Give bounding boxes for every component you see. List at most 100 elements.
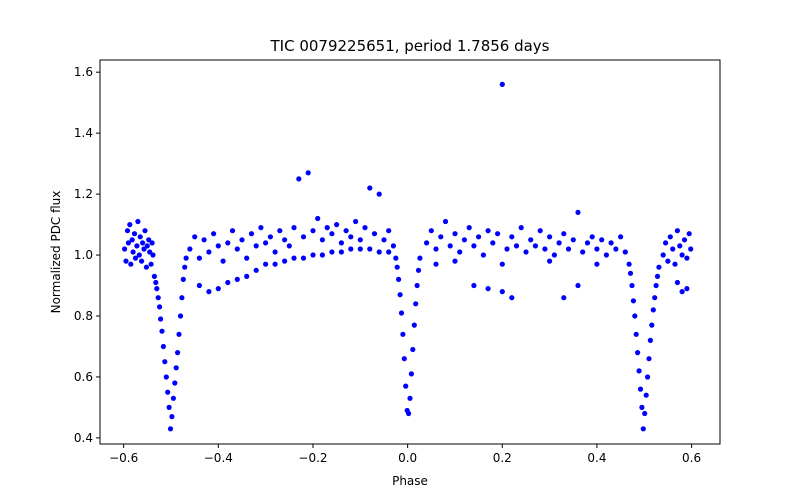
data-point — [650, 307, 656, 313]
data-point — [672, 261, 678, 267]
data-point — [244, 273, 250, 279]
data-point — [367, 185, 373, 191]
data-point — [187, 246, 193, 252]
data-point — [206, 289, 212, 295]
data-point — [137, 234, 143, 240]
data-point — [170, 395, 176, 401]
data-point — [386, 228, 392, 234]
data-point — [471, 282, 477, 289]
data-point — [626, 261, 632, 267]
data-point — [196, 255, 202, 261]
data-point — [282, 237, 288, 243]
data-point — [139, 258, 145, 264]
plot-area-frame — [99, 59, 721, 445]
data-point — [183, 255, 189, 261]
x-axis-label: Phase — [392, 474, 428, 488]
data-point — [338, 249, 344, 255]
data-point — [140, 240, 146, 246]
data-point — [656, 264, 662, 270]
data-point — [635, 350, 641, 356]
chart-title: TIC 0079225651, period 1.7856 days — [269, 37, 549, 55]
data-point — [163, 374, 169, 380]
data-point — [263, 261, 269, 267]
data-point — [343, 228, 349, 234]
data-point — [165, 389, 171, 395]
data-point — [398, 310, 405, 316]
data-point — [647, 337, 654, 343]
data-point — [182, 264, 188, 270]
data-point — [177, 313, 184, 319]
x-tick-label: 0.6 — [682, 451, 701, 465]
data-point — [334, 222, 340, 228]
data-point — [518, 225, 524, 231]
data-point — [688, 246, 694, 252]
data-point — [485, 228, 491, 234]
x-tick-label: 0.0 — [398, 451, 417, 465]
data-point — [547, 234, 553, 240]
data-point — [403, 383, 409, 389]
data-point — [411, 322, 417, 328]
data-point — [681, 237, 688, 243]
data-point — [438, 234, 444, 240]
data-point — [408, 371, 414, 377]
data-point — [157, 304, 163, 310]
data-point — [146, 237, 152, 243]
data-point — [381, 237, 387, 243]
data-point — [433, 246, 439, 252]
data-point — [523, 249, 529, 255]
data-point — [129, 237, 135, 243]
data-point — [291, 255, 297, 261]
data-point — [637, 386, 644, 392]
data-point — [447, 243, 453, 249]
data-point — [636, 368, 642, 374]
data-point — [528, 237, 534, 243]
data-point — [305, 170, 311, 176]
data-point — [622, 249, 628, 255]
data-point — [215, 243, 221, 249]
data-point — [291, 225, 297, 231]
data-point — [144, 243, 150, 249]
data-point — [466, 225, 472, 231]
data-point — [180, 276, 186, 282]
data-point — [135, 218, 141, 225]
data-point — [396, 276, 402, 282]
data-point — [310, 252, 316, 258]
data-point — [509, 295, 515, 301]
data-point — [653, 282, 659, 289]
data-point — [172, 380, 178, 386]
data-point — [338, 240, 344, 246]
data-point — [310, 228, 316, 234]
y-axis-label: Normalized PDC flux — [49, 191, 63, 314]
data-point — [584, 240, 591, 246]
data-point — [357, 246, 363, 252]
data-point — [415, 267, 422, 273]
data-point — [667, 234, 673, 240]
data-point — [127, 222, 133, 228]
data-point — [319, 237, 325, 243]
data-point — [406, 410, 412, 417]
data-point — [300, 255, 307, 261]
data-point — [499, 289, 505, 295]
data-point — [315, 215, 321, 222]
data-point — [627, 270, 634, 276]
data-point — [220, 258, 226, 264]
data-point — [401, 356, 407, 362]
data-point — [532, 243, 539, 249]
data-point — [162, 359, 168, 365]
x-tick-label: −0.6 — [109, 451, 138, 465]
data-point — [300, 234, 307, 240]
data-point — [272, 261, 278, 267]
data-point — [282, 258, 288, 264]
data-point — [179, 295, 185, 301]
data-point — [143, 264, 149, 270]
data-point — [353, 218, 359, 225]
data-point — [686, 231, 692, 237]
data-point — [150, 252, 156, 258]
data-point — [674, 228, 681, 234]
data-point — [495, 231, 501, 237]
data-point — [244, 255, 250, 261]
data-point — [433, 261, 439, 267]
data-point — [397, 292, 403, 298]
y-tick-label: 1.6 — [74, 65, 93, 79]
data-point — [407, 395, 413, 401]
